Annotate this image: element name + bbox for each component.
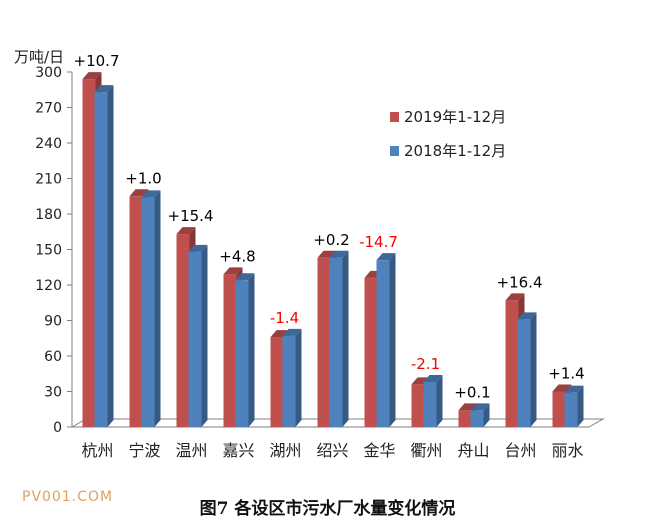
bar-2019	[270, 337, 284, 427]
bar-2018-side	[436, 375, 443, 427]
bar-2018-top	[141, 190, 161, 198]
change-label: +4.8	[219, 247, 255, 265]
bar-2018-side	[154, 190, 161, 427]
bar-2018-top	[470, 403, 490, 411]
bar-2018-top	[564, 385, 584, 393]
category-label: 温州	[175, 441, 207, 460]
change-label: +0.1	[454, 383, 490, 401]
bar-2018	[517, 319, 531, 427]
bar-2018	[329, 257, 343, 427]
bar-2018-side	[483, 403, 490, 427]
bar-2019	[552, 391, 566, 427]
bar-2019-top	[176, 227, 196, 235]
category-label: 嘉兴	[222, 441, 254, 460]
bar-2018	[564, 392, 578, 427]
bar-2019	[505, 300, 519, 427]
figure-caption: 图7 各设区市污水厂水量变化情况	[199, 499, 456, 519]
bar-2018-side	[201, 244, 208, 427]
bar-2019	[223, 274, 237, 427]
y-tick-label: 240	[35, 136, 62, 152]
category-label: 杭州	[81, 441, 113, 460]
watermark: PV001.COM	[22, 489, 114, 505]
bar-2019	[364, 277, 378, 427]
category-label: 台州	[504, 441, 536, 460]
chart-bars	[82, 72, 584, 427]
bar-2019-top	[552, 384, 572, 392]
bar-2018-top	[517, 312, 537, 320]
bar-2018	[470, 410, 484, 427]
y-tick-label: 60	[44, 349, 62, 365]
bar-2019-top	[129, 189, 149, 197]
category-label: 宁波	[128, 441, 160, 460]
bar-2019	[129, 196, 143, 427]
bar-2018	[282, 335, 296, 427]
bar-2019-top	[505, 293, 525, 301]
y-tick-label: 30	[44, 385, 62, 401]
chart-labels: 杭州 +10.7 宁波 +1.0 温州 +15.4 嘉兴 +4.8 湖州 -1.4 绍兴 +0.2 金华…	[74, 52, 585, 460]
y-tick-label: 210	[35, 172, 62, 188]
change-label: -14.7	[359, 233, 398, 251]
category-label: 湖州	[269, 441, 301, 460]
bar-2018-top	[94, 85, 114, 93]
y-tick-label: 90	[44, 314, 62, 330]
bar-2019	[176, 234, 190, 427]
change-label: +0.2	[313, 231, 349, 249]
bar-2019	[411, 384, 425, 427]
bar-2018-side	[342, 250, 349, 427]
legend-swatch	[390, 112, 399, 122]
chart-legend: 2019年1-12月 2018年1-12月	[390, 108, 506, 160]
change-label: -2.1	[411, 355, 440, 373]
change-label: -1.4	[270, 309, 299, 327]
bar-2018	[423, 382, 437, 427]
bar-2018-top	[282, 328, 302, 336]
y-tick-label: 270	[35, 101, 62, 117]
bar-2018-top	[329, 250, 349, 258]
bar-2018-side	[530, 312, 537, 427]
change-label: +1.0	[125, 169, 161, 187]
bar-2018-side	[389, 253, 396, 427]
bar-2018-side	[107, 85, 114, 427]
y-axis-label: 万吨/日	[14, 48, 64, 66]
bar-2019	[317, 257, 331, 427]
bar-2018-top	[423, 375, 443, 383]
y-tick-label: 0	[53, 420, 62, 436]
change-label: +1.4	[548, 365, 584, 383]
category-label: 丽水	[551, 441, 583, 460]
legend-label: 2018年1-12月	[404, 142, 506, 160]
change-label: +10.7	[74, 52, 120, 70]
bar-2018-top	[376, 253, 396, 261]
category-label: 舟山	[457, 441, 489, 460]
y-tick-label: 300	[35, 65, 62, 81]
bar-2018-top	[188, 244, 208, 252]
category-label: 绍兴	[316, 441, 348, 460]
bar-2018	[376, 260, 390, 427]
bar-2018	[188, 251, 202, 427]
bar-2018-side	[248, 273, 255, 427]
bar-2018	[141, 197, 155, 427]
bar-2019	[458, 410, 472, 427]
y-tick-label: 150	[35, 243, 62, 259]
y-tick-label: 180	[35, 207, 62, 223]
bar-2019-top	[223, 267, 243, 275]
category-label: 金华	[363, 441, 395, 460]
legend-swatch	[390, 146, 399, 156]
bar-2018-top	[235, 273, 255, 281]
bar-2018	[235, 280, 249, 427]
bar-2019	[82, 79, 96, 427]
bar-2018	[94, 92, 108, 427]
legend-label: 2019年1-12月	[404, 108, 506, 126]
bar-2019-top	[82, 72, 102, 80]
category-label: 衢州	[410, 441, 442, 460]
y-tick-label: 120	[35, 278, 62, 294]
change-label: +15.4	[168, 207, 214, 225]
change-label: +16.4	[497, 273, 543, 291]
bar-2018-side	[577, 385, 584, 427]
bar-2018-side	[295, 328, 302, 427]
